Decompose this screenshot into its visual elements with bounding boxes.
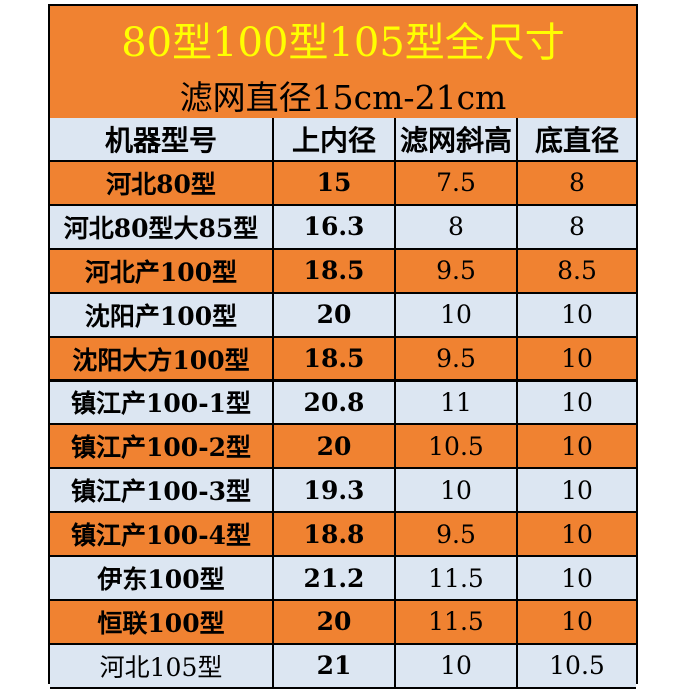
- filter-height-cell: 9.5: [396, 337, 518, 382]
- inner-diameter-cell: 19.3: [274, 469, 396, 514]
- bottom-diameter-cell: 8: [518, 162, 636, 206]
- model-cell: 河北105型: [50, 644, 274, 689]
- size-table: 80型100型105型全尺寸 滤网直径15cm-21cm 机器型号 上内径 滤网…: [48, 4, 638, 689]
- subtitle-row: 滤网直径15cm-21cm: [50, 72, 636, 120]
- table-row: 河北80型大85型 16.3 8 8: [50, 205, 636, 250]
- filter-height-cell: 10.5: [396, 425, 518, 470]
- bottom-diameter-cell: 10: [518, 425, 636, 470]
- filter-height-cell: 11.5: [396, 601, 518, 645]
- bottom-diameter-cell: 10: [518, 513, 636, 558]
- filter-height-cell: 10: [396, 644, 518, 689]
- table-subtitle: 滤网直径15cm-21cm: [50, 72, 636, 120]
- table-row: 沈阳产100型 20 10 10: [50, 293, 636, 338]
- inner-diameter-cell: 18.8: [274, 513, 396, 558]
- bottom-diameter-cell: 10: [518, 557, 636, 601]
- inner-diameter-cell: 16.3: [274, 205, 396, 250]
- title-row: 80型100型105型全尺寸: [50, 6, 636, 74]
- model-cell: 镇江产100-4型: [50, 513, 274, 558]
- filter-height-cell: 9.5: [396, 249, 518, 294]
- model-cell: 河北产100型: [50, 249, 274, 294]
- bottom-diameter-cell: 8.5: [518, 249, 636, 294]
- header-row: 机器型号 上内径 滤网斜高 底直径: [50, 118, 636, 162]
- table-row: 河北产100型 18.5 9.5 8.5: [50, 249, 636, 294]
- header-model: 机器型号: [50, 118, 274, 162]
- inner-diameter-cell: 21: [274, 644, 396, 689]
- inner-diameter-cell: 18.5: [274, 249, 396, 294]
- filter-height-cell: 11: [396, 381, 518, 426]
- table-row: 沈阳大方100型 18.5 9.5 10: [50, 337, 636, 382]
- filter-height-cell: 10: [396, 469, 518, 514]
- header-bottom-diameter: 底直径: [518, 118, 636, 162]
- inner-diameter-cell: 15: [274, 162, 396, 206]
- bottom-diameter-cell: 10.5: [518, 644, 636, 689]
- table-row: 河北105型 21 10 10.5: [50, 644, 636, 689]
- header-filter-height: 滤网斜高: [396, 118, 518, 162]
- filter-height-cell: 10: [396, 293, 518, 338]
- bottom-diameter-cell: 10: [518, 337, 636, 382]
- bottom-diameter-cell: 8: [518, 205, 636, 250]
- model-cell: 河北80型大85型: [50, 205, 274, 250]
- filter-height-cell: 7.5: [396, 162, 518, 206]
- inner-diameter-cell: 20.8: [274, 381, 396, 426]
- table-row: 镇江产100-3型 19.3 10 10: [50, 469, 636, 514]
- model-cell: 恒联100型: [50, 601, 274, 645]
- inner-diameter-cell: 20: [274, 425, 396, 470]
- table-row: 镇江产100-2型 20 10.5 10: [50, 425, 636, 470]
- bottom-diameter-cell: 10: [518, 601, 636, 645]
- header-inner-diameter: 上内径: [274, 118, 396, 162]
- model-cell: 镇江产100-3型: [50, 469, 274, 514]
- model-cell: 镇江产100-2型: [50, 425, 274, 470]
- inner-diameter-cell: 21.2: [274, 557, 396, 601]
- table-row: 河北80型 15 7.5 8: [50, 162, 636, 206]
- bottom-diameter-cell: 10: [518, 469, 636, 514]
- table-title: 80型100型105型全尺寸: [50, 6, 636, 74]
- model-cell: 镇江产100-1型: [50, 381, 274, 426]
- bottom-diameter-cell: 10: [518, 381, 636, 426]
- model-cell: 伊东100型: [50, 557, 274, 601]
- model-cell: 河北80型: [50, 162, 274, 206]
- bottom-diameter-cell: 10: [518, 293, 636, 338]
- table-row: 伊东100型 21.2 11.5 10: [50, 557, 636, 601]
- inner-diameter-cell: 18.5: [274, 337, 396, 382]
- model-cell: 沈阳大方100型: [50, 337, 274, 382]
- inner-diameter-cell: 20: [274, 601, 396, 645]
- model-cell: 沈阳产100型: [50, 293, 274, 338]
- table-row: 镇江产100-4型 18.8 9.5 10: [50, 513, 636, 558]
- filter-height-cell: 9.5: [396, 513, 518, 558]
- filter-height-cell: 8: [396, 205, 518, 250]
- table-row: 恒联100型 20 11.5 10: [50, 601, 636, 645]
- table-row: 镇江产100-1型 20.8 11 10: [50, 381, 636, 426]
- filter-height-cell: 11.5: [396, 557, 518, 601]
- inner-diameter-cell: 20: [274, 293, 396, 338]
